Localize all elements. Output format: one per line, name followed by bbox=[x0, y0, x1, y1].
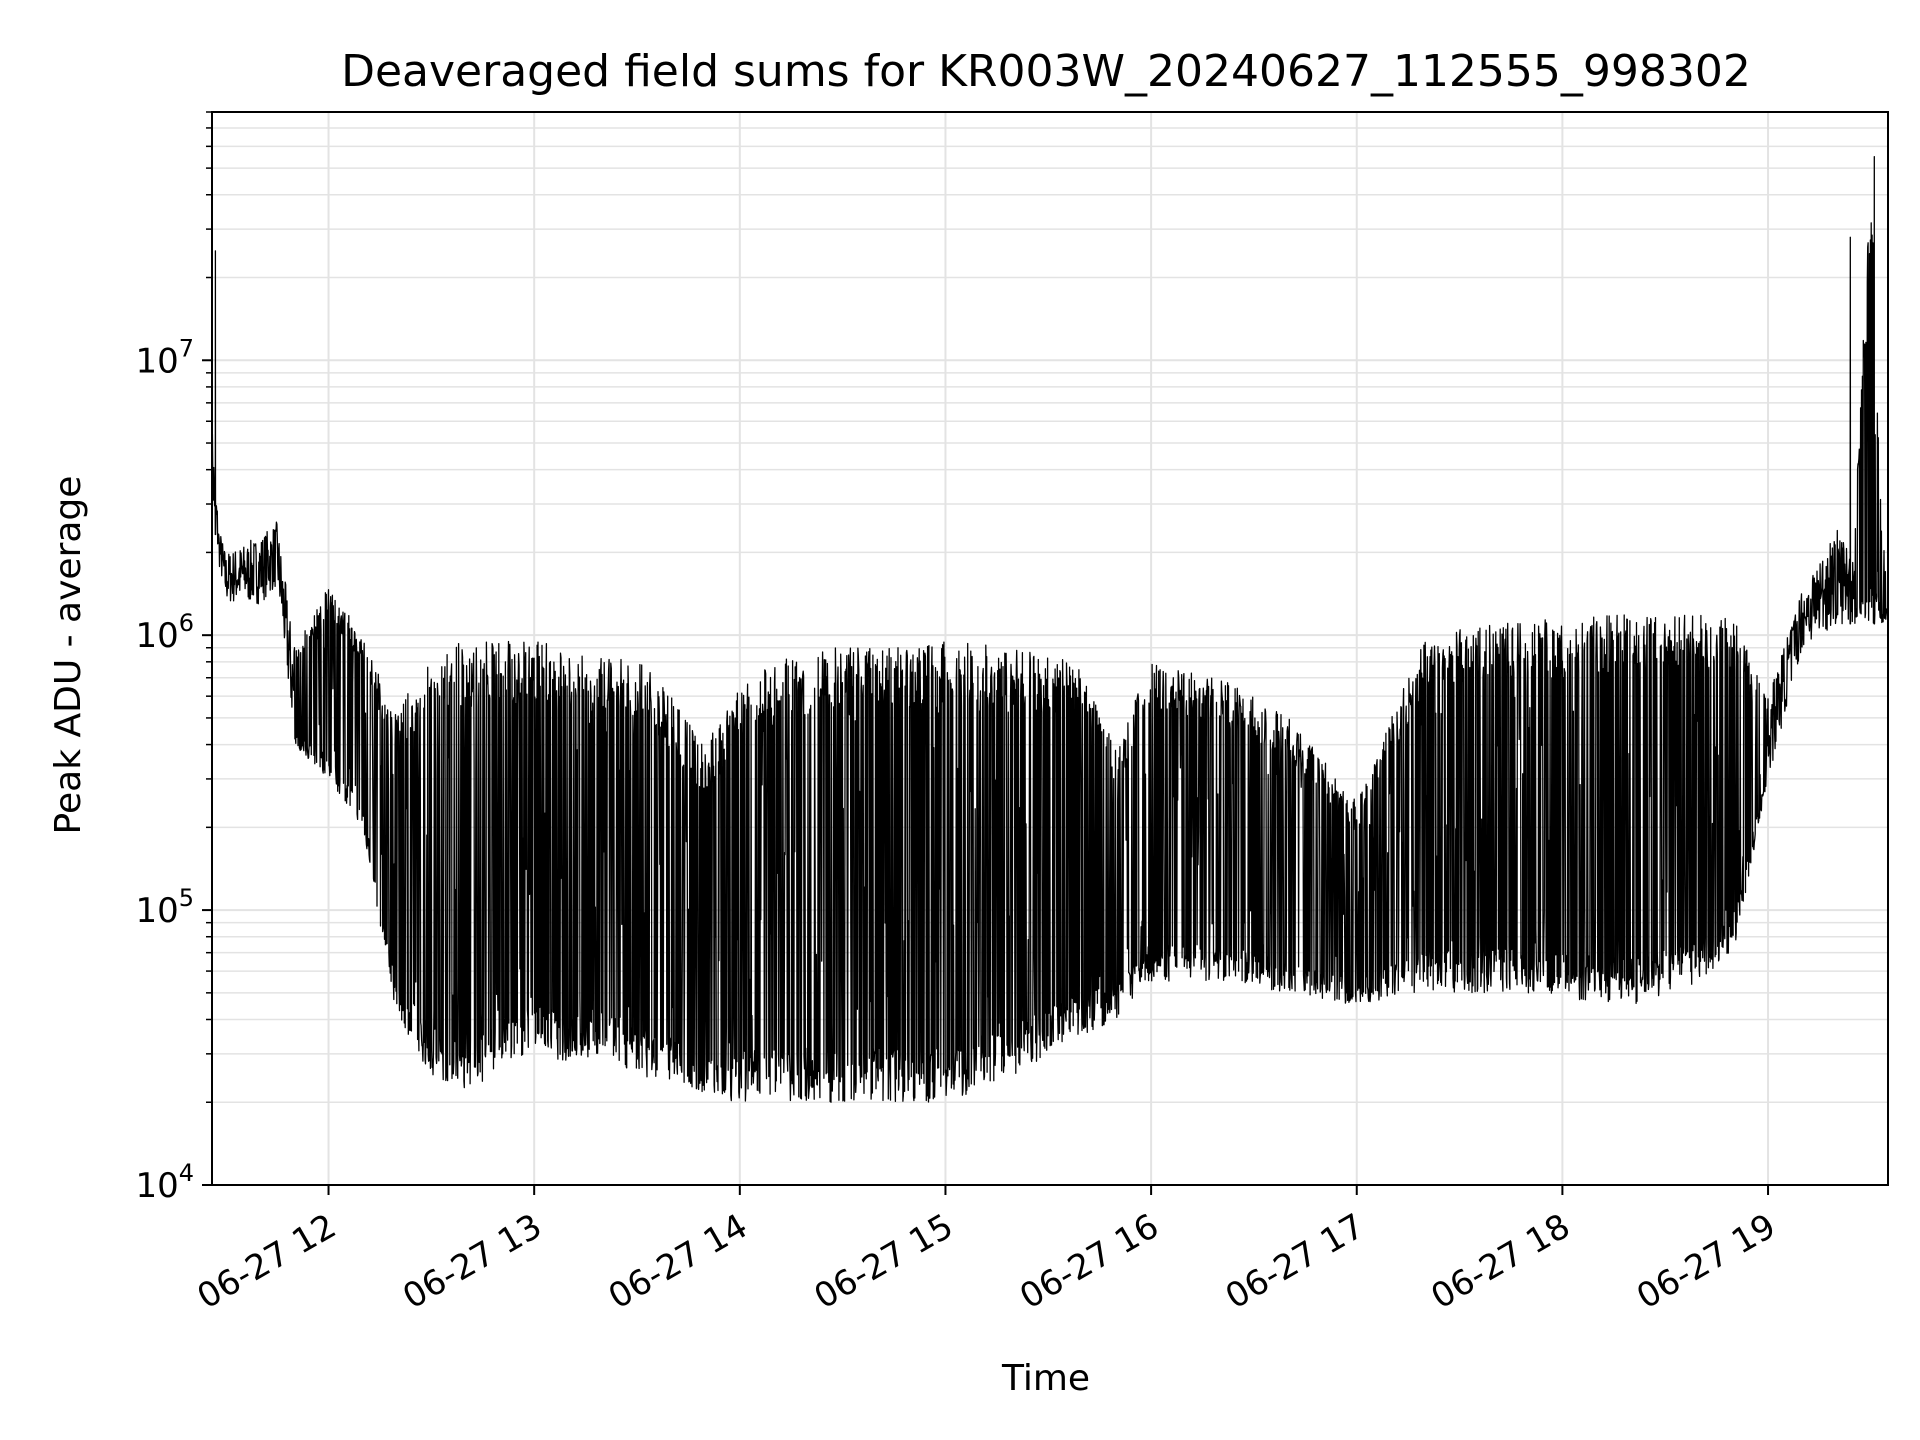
series-layer bbox=[211, 156, 1889, 1103]
x-tick-label: 06-27 13 bbox=[396, 1206, 548, 1317]
chart-title: Deaveraged field sums for KR003W_2024062… bbox=[341, 46, 1751, 97]
x-tick-label: 06-27 16 bbox=[1013, 1206, 1165, 1317]
y-axis-label: Peak ADU - average bbox=[48, 476, 89, 835]
y-tick-label: 106 bbox=[135, 609, 194, 656]
x-tick-label: 06-27 14 bbox=[602, 1206, 754, 1317]
x-tick-label: 06-27 15 bbox=[808, 1206, 960, 1317]
x-axis-label: Time bbox=[1001, 1358, 1090, 1399]
x-tick-label: 06-27 19 bbox=[1630, 1206, 1782, 1317]
y-tick-label: 104 bbox=[135, 1159, 194, 1206]
x-tick-label: 06-27 18 bbox=[1425, 1206, 1577, 1317]
y-tick-label: 105 bbox=[135, 884, 194, 931]
y-tick-label: 107 bbox=[135, 334, 194, 381]
series-line bbox=[211, 156, 1889, 1103]
x-tick-label: 06-27 12 bbox=[191, 1206, 343, 1317]
x-tick-label: 06-27 17 bbox=[1219, 1206, 1371, 1317]
